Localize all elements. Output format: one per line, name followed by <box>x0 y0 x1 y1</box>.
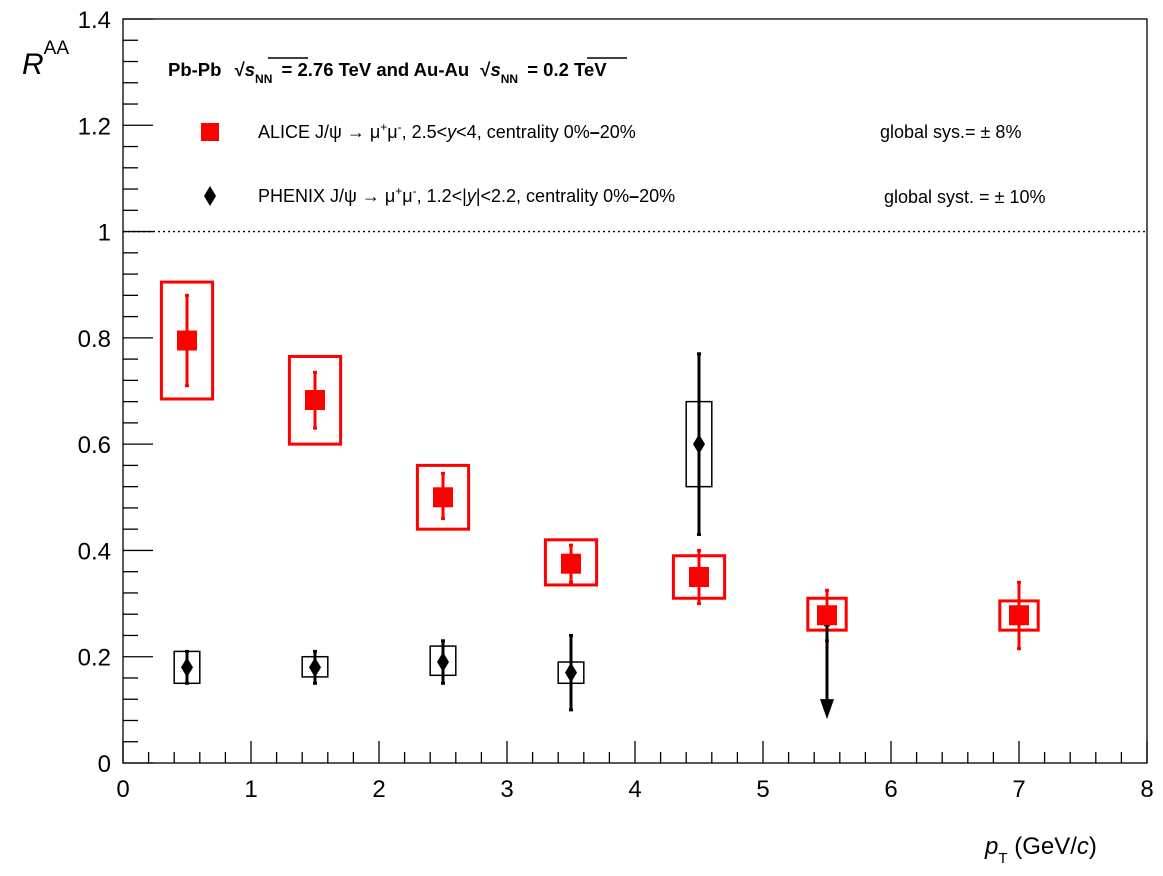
legend-phenix-sys: global syst. = ± 10% <box>884 187 1045 207</box>
x-tick-label: 1 <box>244 776 257 803</box>
legend-alice-marker <box>201 123 219 141</box>
axis-ticks <box>122 18 1148 764</box>
y-tick-label: 0.2 <box>78 645 111 672</box>
y-tick-label: 0.8 <box>78 326 111 353</box>
x-axis-title: pT (GeV/c) <box>984 833 1097 867</box>
stat-error-bars <box>185 293 1021 720</box>
phenix-point <box>309 657 321 678</box>
phenix-point <box>565 662 577 683</box>
y-tick-label: 1 <box>98 220 111 247</box>
upper-limit-arrow <box>820 699 834 720</box>
alice-point <box>1009 605 1029 626</box>
legend-phenix-label: PHENIX J/ψ → μ+μ-, 1.2<|y|<2.2, centrali… <box>258 184 675 206</box>
alice-point <box>177 330 197 351</box>
sys-box <box>287 354 343 446</box>
y-tick-label: 1.4 <box>78 7 111 34</box>
sys-box <box>543 538 599 587</box>
phenix-point <box>437 652 449 673</box>
x-tick-label: 7 <box>1012 776 1025 803</box>
sys-box <box>159 280 215 401</box>
alice-point <box>305 390 325 411</box>
alice-point <box>433 487 453 508</box>
x-tick-label: 0 <box>116 776 129 803</box>
x-tick-label: 5 <box>756 776 769 803</box>
alice-point <box>561 553 581 574</box>
data-markers <box>177 330 1029 683</box>
tick-labels: 0 1 2 3 4 5 6 7 8 0 0.2 0.4 0.6 0.8 1 1.2 1.4 <box>78 7 1154 803</box>
phenix-point <box>181 657 193 678</box>
phenix-point <box>693 434 705 455</box>
x-tick-label: 4 <box>628 776 641 803</box>
sys-box <box>415 463 471 531</box>
legend-phenix-marker <box>204 186 216 206</box>
alice-point <box>689 567 709 587</box>
y-tick-label: 1.2 <box>78 113 111 140</box>
legend-alice-sys: global sys.= ± 8% <box>880 122 1021 142</box>
x-tick-label: 8 <box>1140 776 1153 803</box>
x-tick-label: 2 <box>372 776 385 803</box>
systematic-boxes <box>159 280 1040 685</box>
chart-header: Pb-Pb √sNN = 2.76 TeV and Au-Au √sNN = 0… <box>168 59 607 87</box>
y-tick-label: 0.6 <box>78 432 111 459</box>
alice-point <box>817 605 837 626</box>
y-tick-label: 0 <box>98 751 111 778</box>
y-tick-label: 0.4 <box>78 538 111 565</box>
legend-alice-label: ALICE J/ψ → μ+μ-, 2.5<y<4, centrality 0%… <box>258 120 636 142</box>
y-axis-title: RAA <box>22 38 69 81</box>
x-tick-label: 3 <box>500 776 513 803</box>
x-tick-label: 6 <box>884 776 897 803</box>
